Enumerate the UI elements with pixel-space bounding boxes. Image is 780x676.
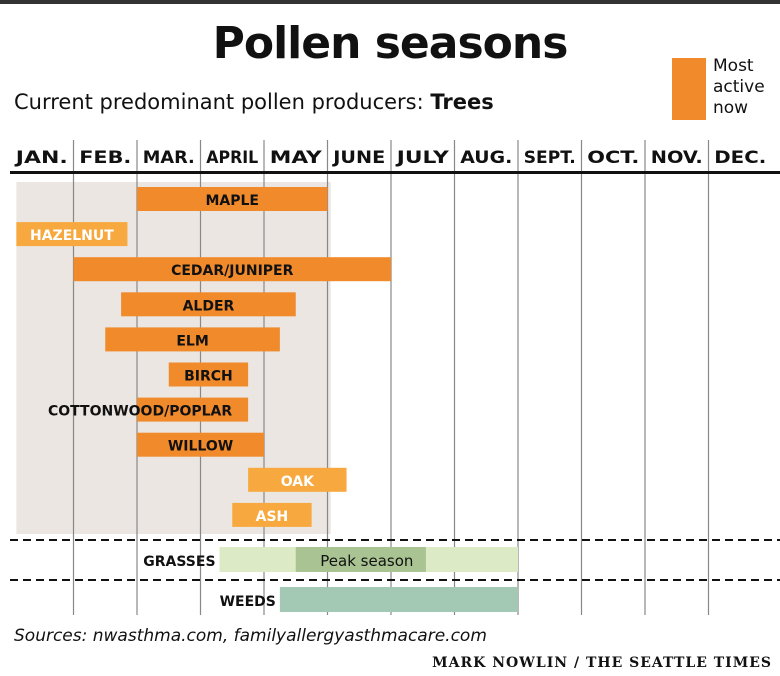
month-label: DEC. xyxy=(714,148,766,168)
month-label: AUG. xyxy=(460,148,512,168)
subtitle-emphasis: Trees xyxy=(430,90,494,114)
tree-bar-label: WILLOW xyxy=(168,439,233,455)
credit-line: MARK NOWLIN / THE SEATTLE TIMES xyxy=(432,655,772,671)
month-label: APRIL xyxy=(206,148,258,168)
grasses-peak-bar xyxy=(295,547,426,572)
grasses-peak-label: Peak season xyxy=(320,552,413,570)
month-label: MAR. xyxy=(143,148,195,168)
tree-bar xyxy=(137,187,328,211)
legend-line-3: now xyxy=(713,98,749,118)
tree-bar-label: OAK xyxy=(281,474,315,490)
tree-bar xyxy=(105,327,280,352)
weeds-bar xyxy=(279,587,518,612)
source-note: Sources: nwasthma.com, familyallergyasth… xyxy=(14,626,487,646)
tree-bar xyxy=(232,502,312,527)
tree-bar-label: BIRCH xyxy=(184,369,233,385)
tree-bar-label: CEDAR/JUNIPER xyxy=(171,263,294,279)
month-label: JUNE xyxy=(332,148,385,168)
tree-bar-label: ALDER xyxy=(183,298,235,314)
month-label: MAY xyxy=(270,148,323,168)
tree-bar xyxy=(121,292,296,317)
month-label: NOV. xyxy=(651,148,703,168)
tree-bar-label: ASH xyxy=(256,509,289,525)
chart-subtitle: Current predominant pollen producers: Tr… xyxy=(14,90,494,114)
chart-title: Pollen seasons xyxy=(212,18,569,69)
tree-bar-label: MAPLE xyxy=(205,193,259,209)
legend-swatch xyxy=(672,58,706,120)
tree-bar-label: HAZELNUT xyxy=(30,228,114,244)
tree-bar-label: ELM xyxy=(176,333,208,349)
tree-bar xyxy=(137,397,249,422)
tree-bar xyxy=(73,257,391,282)
subtitle-prefix: Current predominant pollen producers: xyxy=(14,90,431,114)
weeds-label: WEEDS xyxy=(220,594,276,610)
month-label: FEB. xyxy=(79,148,131,168)
month-label: JULY xyxy=(395,148,449,168)
tree-bar xyxy=(137,432,264,457)
header-rule xyxy=(10,171,780,174)
legend-text: Most active now xyxy=(713,56,779,119)
tree-bar-label: COTTONWOOD/POPLAR xyxy=(48,404,232,420)
month-label: SEPT. xyxy=(524,148,576,168)
tree-bar xyxy=(168,362,249,387)
grasses-label: GRASSES xyxy=(143,554,215,570)
top-rule xyxy=(0,0,780,4)
legend-line-2: active xyxy=(713,77,765,97)
month-label: JAN. xyxy=(14,148,67,168)
tree-bar xyxy=(248,467,347,492)
month-label: OCT. xyxy=(587,148,639,168)
tree-bar xyxy=(16,222,128,247)
legend-line-1: Most xyxy=(713,56,754,76)
